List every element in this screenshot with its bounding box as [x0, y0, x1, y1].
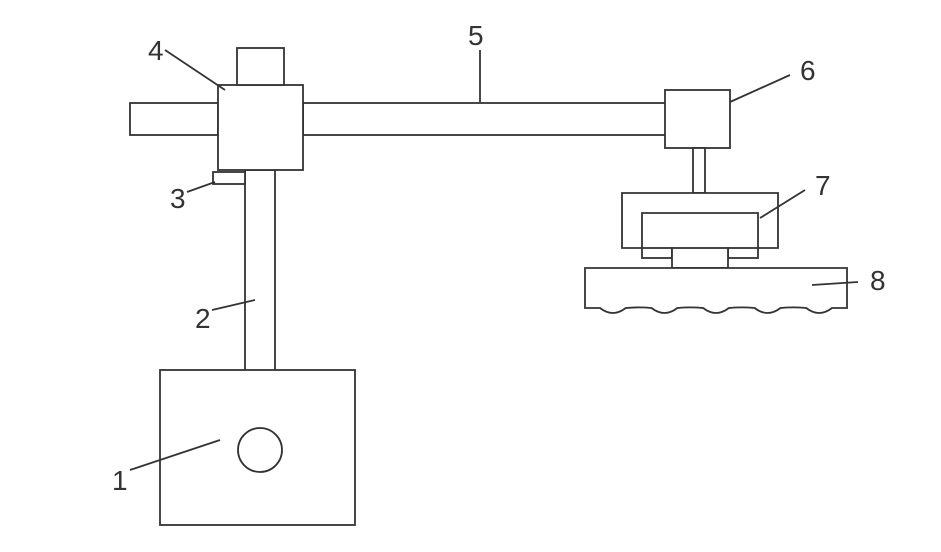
base-circle: [238, 428, 282, 472]
bracket-foot-right: [728, 248, 758, 258]
label-7: 7: [815, 170, 831, 201]
label-2: 2: [195, 303, 211, 334]
short-shaft: [693, 148, 705, 193]
cross-arm-right: [303, 103, 693, 135]
locking-knob: [213, 172, 245, 184]
top-stub: [237, 48, 284, 85]
tool-plate: [585, 268, 847, 313]
label-3: 3: [170, 183, 186, 214]
label-4: 4: [148, 35, 164, 66]
leader-6: [730, 75, 790, 102]
cross-arm-left: [130, 103, 218, 135]
tool-stem: [672, 248, 728, 268]
bracket: [622, 193, 778, 248]
technical-diagram: 1 2 3 4 5 6 7 8: [0, 0, 941, 552]
slider-block: [218, 85, 303, 170]
bracket-foot-left: [642, 248, 672, 258]
end-block: [665, 90, 730, 148]
leader-3: [187, 182, 215, 192]
label-6: 6: [800, 55, 816, 86]
label-8: 8: [870, 265, 886, 296]
label-1: 1: [112, 465, 128, 496]
leader-4: [165, 50, 225, 90]
label-5: 5: [468, 20, 484, 51]
